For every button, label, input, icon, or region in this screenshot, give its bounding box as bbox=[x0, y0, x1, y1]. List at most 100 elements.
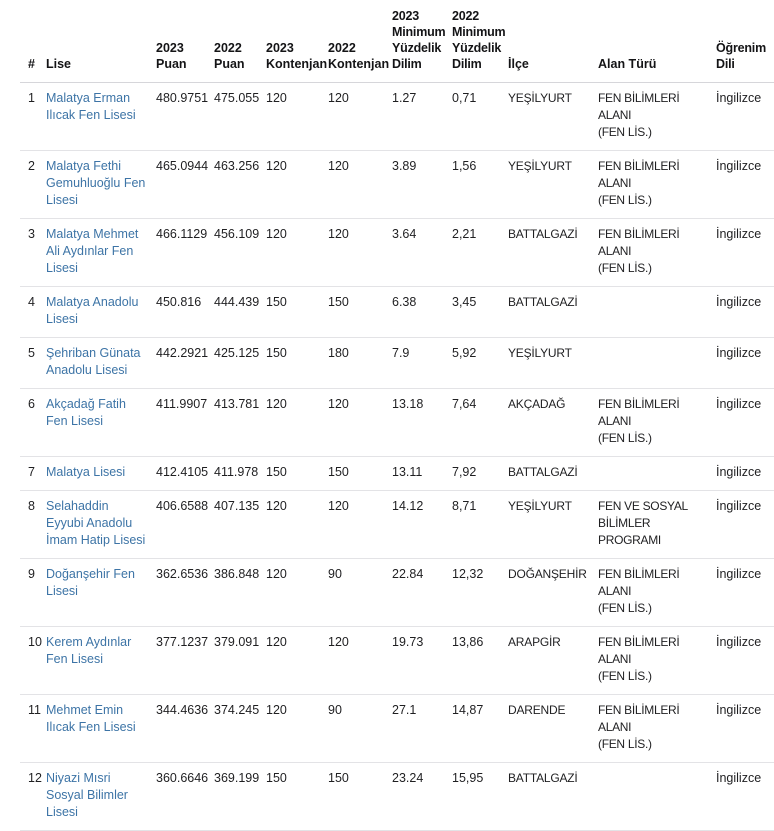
cell-kontenjan_2022: 120 bbox=[328, 218, 392, 287]
column-header-dilim_2023: 2023 Minimum Yüzdelik Dilim bbox=[392, 0, 452, 83]
cell-alan_turu: FEN BİLİMLERİ ALANI (FEN LİS.) bbox=[598, 82, 716, 151]
school-link[interactable]: Mehmet Emin Ilıcak Fen Lisesi bbox=[46, 703, 136, 734]
table-row: 2 Malatya Fethi Gemuhluoğlu Fen Lisesi 465… bbox=[20, 150, 774, 219]
cell-lise: Malatya Fethi Gemuhluoğlu Fen Lisesi bbox=[46, 150, 156, 219]
table-row: 10 Kerem Aydınlar Fen Lisesi 377.1237 379.0… bbox=[20, 626, 774, 695]
cell-dilim_2023: 27.1 bbox=[392, 694, 452, 763]
cell-kontenjan_2023: 120 bbox=[266, 490, 328, 559]
cell-kontenjan_2022: 120 bbox=[328, 490, 392, 559]
school-link[interactable]: Şehriban Günata Anadolu Lisesi bbox=[46, 346, 141, 377]
cell-lise: Şehriban Günata Anadolu Lisesi bbox=[46, 337, 156, 389]
cell-dilim_2022: 1,56 bbox=[452, 150, 508, 219]
cell-puan_2023: 465.0944 bbox=[156, 150, 214, 219]
cell-ilce: YEŞİLYURT bbox=[508, 337, 598, 389]
cell-ogrenim_dili: İngilizce bbox=[716, 490, 774, 559]
school-link[interactable]: Akçadağ Fatih Fen Lisesi bbox=[46, 397, 126, 428]
cell-lise: Mehmet Emin Ilıcak Fen Lisesi bbox=[46, 694, 156, 763]
cell-puan_2023: 450.816 bbox=[156, 286, 214, 338]
table-row: 4 Malatya Anadolu Lisesi 450.816 444.439 150… bbox=[20, 286, 774, 338]
school-link[interactable]: Kerem Aydınlar Fen Lisesi bbox=[46, 635, 132, 666]
cell-alan_turu bbox=[598, 286, 716, 338]
school-link[interactable]: Malatya Lisesi bbox=[46, 465, 126, 479]
school-link[interactable]: Malatya Anadolu Lisesi bbox=[46, 295, 139, 326]
cell-ilce: BATTALGAZİ bbox=[508, 218, 598, 287]
table-row: 7 Malatya Lisesi 412.4105 411.978 150 150 13.1… bbox=[20, 456, 774, 491]
column-header-dilim_2022: 2022 Minimum Yüzdelik Dilim bbox=[452, 0, 508, 83]
cell-ilce: BATTALGAZİ bbox=[508, 286, 598, 338]
school-link[interactable]: Malatya Mehmet Ali Aydınlar Fen Lisesi bbox=[46, 227, 139, 275]
cell-alan_turu: FEN VE SOSYAL BİLİMLER PROGRAMI bbox=[598, 490, 716, 559]
table-row: 1 Malatya Erman Ilıcak Fen Lisesi 480.9751… bbox=[20, 82, 774, 151]
cell-dilim_2023: 3.64 bbox=[392, 218, 452, 287]
table-row: 9 Doğanşehir Fen Lisesi 362.6536 386.848 120… bbox=[20, 558, 774, 627]
cell-lise: Doğanşehir Fen Lisesi bbox=[46, 558, 156, 627]
cell-ogrenim_dili: İngilizce bbox=[716, 337, 774, 389]
school-link[interactable]: Selahaddin Eyyubi Anadolu İmam Hatip Lis… bbox=[46, 499, 146, 547]
cell-kontenjan_2023: 150 bbox=[266, 337, 328, 389]
cell-dilim_2022: 13,86 bbox=[452, 626, 508, 695]
cell-ilce: YEŞİLYURT bbox=[508, 82, 598, 151]
cell-kontenjan_2023: 120 bbox=[266, 82, 328, 151]
cell-alan_turu bbox=[598, 337, 716, 389]
cell-ogrenim_dili: İngilizce bbox=[716, 150, 774, 219]
cell-alan_turu: FEN BİLİMLERİ ALANI (FEN LİS.) bbox=[598, 150, 716, 219]
cell-ilce: DARENDE bbox=[508, 694, 598, 763]
cell-ogrenim_dili: İngilizce bbox=[716, 218, 774, 287]
cell-dilim_2023: 3.89 bbox=[392, 150, 452, 219]
cell-puan_2023: 406.6588 bbox=[156, 490, 214, 559]
cell-puan_2022: 379.091 bbox=[214, 626, 266, 695]
cell-dilim_2023: 22.84 bbox=[392, 558, 452, 627]
cell-dilim_2023: 13.18 bbox=[392, 388, 452, 457]
cell-ogrenim_dili: İngilizce bbox=[716, 694, 774, 763]
cell-rank: 9 bbox=[20, 558, 46, 627]
cell-rank: 1 bbox=[20, 82, 46, 151]
cell-kontenjan_2022: 120 bbox=[328, 626, 392, 695]
school-link[interactable]: Malatya Fethi Gemuhluoğlu Fen Lisesi bbox=[46, 159, 146, 207]
cell-puan_2022: 407.135 bbox=[214, 490, 266, 559]
cell-puan_2023: 442.2921 bbox=[156, 337, 214, 389]
cell-dilim_2022: 2,21 bbox=[452, 218, 508, 287]
cell-ogrenim_dili: İngilizce bbox=[716, 456, 774, 491]
cell-puan_2022: 411.978 bbox=[214, 456, 266, 491]
cell-puan_2022: 386.848 bbox=[214, 558, 266, 627]
cell-ogrenim_dili: İngilizce bbox=[716, 82, 774, 151]
cell-ogrenim_dili: İngilizce bbox=[716, 762, 774, 831]
school-link[interactable]: Doğanşehir Fen Lisesi bbox=[46, 567, 135, 598]
cell-dilim_2023: 13.11 bbox=[392, 456, 452, 491]
cell-kontenjan_2023: 150 bbox=[266, 286, 328, 338]
cell-puan_2023: 377.1237 bbox=[156, 626, 214, 695]
cell-kontenjan_2022: 90 bbox=[328, 558, 392, 627]
cell-ilce: YEŞİLYURT bbox=[508, 150, 598, 219]
cell-kontenjan_2023: 120 bbox=[266, 388, 328, 457]
table-row: 12 Niyazi Mısri Sosyal Bilimler Lisesi 360… bbox=[20, 762, 774, 831]
cell-kontenjan_2023: 150 bbox=[266, 456, 328, 491]
cell-puan_2023: 362.6536 bbox=[156, 558, 214, 627]
table-row: 6 Akçadağ Fatih Fen Lisesi 411.9907 413.781… bbox=[20, 388, 774, 457]
cell-puan_2022: 425.125 bbox=[214, 337, 266, 389]
cell-rank: 8 bbox=[20, 490, 46, 559]
cell-lise: Malatya Lisesi bbox=[46, 456, 156, 491]
column-header-kontenjan_2022: 2022 Kontenjan bbox=[328, 0, 392, 83]
table-header: # Lise 2023 Puan 2022 Puan 2023 Kontenjan 202… bbox=[20, 0, 774, 83]
cell-rank: 7 bbox=[20, 456, 46, 491]
cell-kontenjan_2023: 120 bbox=[266, 694, 328, 763]
cell-ilce: ARAPGİR bbox=[508, 626, 598, 695]
cell-rank: 5 bbox=[20, 337, 46, 389]
cell-puan_2023: 344.4636 bbox=[156, 694, 214, 763]
cell-kontenjan_2023: 120 bbox=[266, 558, 328, 627]
cell-puan_2023: 480.9751 bbox=[156, 82, 214, 151]
cell-lise: Selahaddin Eyyubi Anadolu İmam Hatip Lis… bbox=[46, 490, 156, 559]
school-link[interactable]: Malatya Erman Ilıcak Fen Lisesi bbox=[46, 91, 136, 122]
cell-dilim_2022: 7,92 bbox=[452, 456, 508, 491]
cell-rank: 6 bbox=[20, 388, 46, 457]
cell-dilim_2022: 3,45 bbox=[452, 286, 508, 338]
cell-kontenjan_2023: 120 bbox=[266, 150, 328, 219]
cell-dilim_2022: 12,32 bbox=[452, 558, 508, 627]
cell-dilim_2023: 6.38 bbox=[392, 286, 452, 338]
cell-ilce: YEŞİLYURT bbox=[508, 490, 598, 559]
cell-dilim_2022: 15,95 bbox=[452, 762, 508, 831]
cell-alan_turu bbox=[598, 456, 716, 491]
cell-alan_turu: FEN BİLİMLERİ ALANI (FEN LİS.) bbox=[598, 558, 716, 627]
school-link[interactable]: Niyazi Mısri Sosyal Bilimler Lisesi bbox=[46, 771, 128, 819]
column-header-puan_2022: 2022 Puan bbox=[214, 0, 266, 83]
